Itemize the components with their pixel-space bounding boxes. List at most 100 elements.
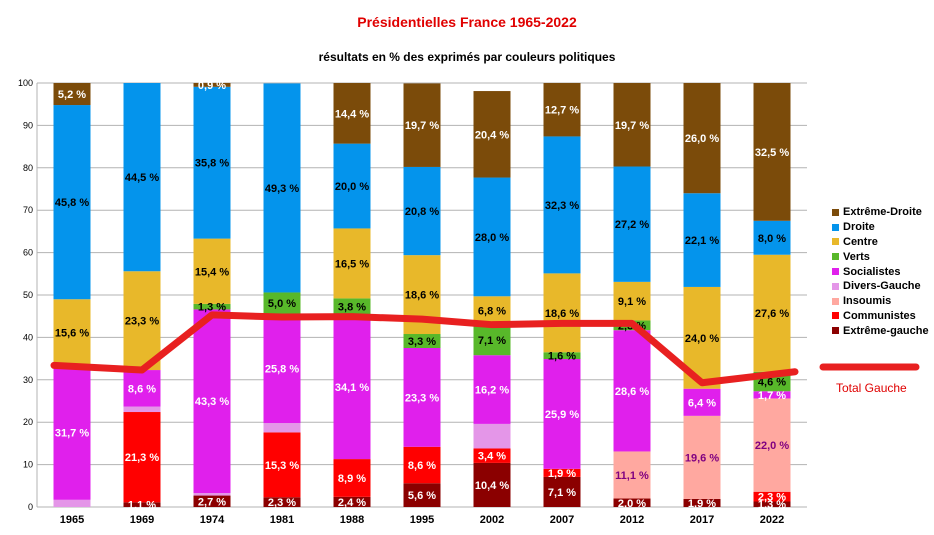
legend-swatch [832,268,839,276]
data-label: 11,1 % [615,470,649,482]
legend-label: Communistes [843,309,916,322]
bar-segment [403,334,441,348]
bar-segment [683,83,721,194]
bar-segment [123,406,161,413]
y-tick-label: 50 [23,290,33,300]
data-label: 2,0 % [618,498,646,510]
bar-segment [53,299,91,366]
bar-segment [613,498,651,507]
bar-segment [123,271,161,371]
y-tick-label: 0 [28,502,33,512]
bar-segment [333,496,371,507]
legend-swatch [832,297,839,305]
x-tick-label: 2012 [620,514,644,526]
bar-segment [753,220,791,255]
bar-segment [613,281,651,321]
x-tick-label: 1974 [200,514,225,526]
legend-label: Socialistes [843,265,901,278]
data-label: 31,7 % [55,428,89,440]
bar-segment [543,83,581,137]
legend-label: Insoumis [843,295,892,308]
data-label: 1,1 % [128,500,156,512]
bar-segment [193,83,231,87]
bar-segment [263,423,301,433]
bar-segment [753,254,791,372]
bar-segment [543,273,581,353]
data-label: 20,8 % [405,206,439,218]
data-label: 21,3 % [125,452,159,464]
data-label: 6,4 % [688,397,716,409]
bar-segment [53,499,91,507]
bar-segment [263,313,301,424]
y-tick-label: 10 [23,460,33,470]
bar-segment [543,476,581,507]
data-label: 10,4 % [475,480,509,492]
y-tick-label: 80 [23,163,33,173]
data-label: 5,0 % [268,298,296,310]
legend-item: Extrême-Droite [832,205,929,220]
data-label: 0,9 % [198,80,226,92]
bar-segment [123,412,161,503]
data-label: 19,6 % [685,452,719,464]
data-label: 24,0 % [685,333,719,345]
bar-segment [753,501,791,507]
bar-segment [543,468,581,477]
total-gauche-label: Total Gauche [836,381,907,395]
bar-segment [53,83,91,106]
data-label: 5,6 % [408,490,436,502]
data-label: 9,1 % [618,296,646,308]
bar-segment [263,292,301,314]
data-label: 5,2 % [58,89,86,101]
legend-item: Socialistes [832,264,929,279]
total-gauche-polyline [50,311,799,387]
data-label: 1,7 % [758,390,786,402]
data-label: 6,8 % [478,306,506,318]
data-label: 19,7 % [615,120,649,132]
data-label: 3,4 % [478,451,506,463]
legend-swatch [832,238,839,246]
data-label: 7,1 % [548,487,576,499]
legend-swatch [832,253,839,261]
y-tick-label: 30 [23,375,33,385]
data-label: 12,7 % [545,105,579,117]
data-label: 2,3 % [268,497,296,509]
data-label: 26,0 % [685,133,719,145]
data-label: 35,8 % [195,158,229,170]
legend-swatch [832,282,839,290]
y-tick-label: 60 [23,248,33,258]
bar-segment [613,83,651,167]
data-label: 22,1 % [685,235,719,247]
legend-label: Extrême-gauche [843,324,929,337]
bar-segment [473,91,511,178]
bar-segment [333,143,371,229]
data-label: 34,1 % [335,382,369,394]
data-label: 4,6 % [758,376,786,388]
x-tick-label: 1988 [340,514,364,526]
data-label: 8,9 % [338,473,366,485]
x-axis: 1965 1969 1974 1981 1988 1995 2002 2007 2012 2017… [60,514,784,526]
bar-segment [543,136,581,274]
x-tick-label: 2017 [690,514,714,526]
bar-segment [613,451,651,499]
legend-item: Droite [832,220,929,235]
data-label: 43,3 % [195,396,229,408]
bar-segment [543,359,581,469]
data-label: 19,7 % [405,120,439,132]
bar-segment [403,446,441,484]
bar-segment [333,459,371,497]
data-label: 45,8 % [55,197,89,209]
bar-segment [333,83,371,144]
y-tick-label: 90 [23,120,33,130]
bar-segment [193,86,231,239]
y-tick-label: 70 [23,205,33,215]
legend: Extrême-Droite Droite Centre Verts Socialist… [832,205,929,338]
bar-segment [333,228,371,299]
data-label: 1,9 % [548,468,576,480]
data-label: 23,3 % [405,392,439,404]
data-label: 1,3 % [758,499,786,511]
bar-segment [613,166,651,282]
data-label: 49,3 % [265,183,299,195]
data-label: 25,8 % [265,363,299,375]
bar-series [53,83,791,507]
